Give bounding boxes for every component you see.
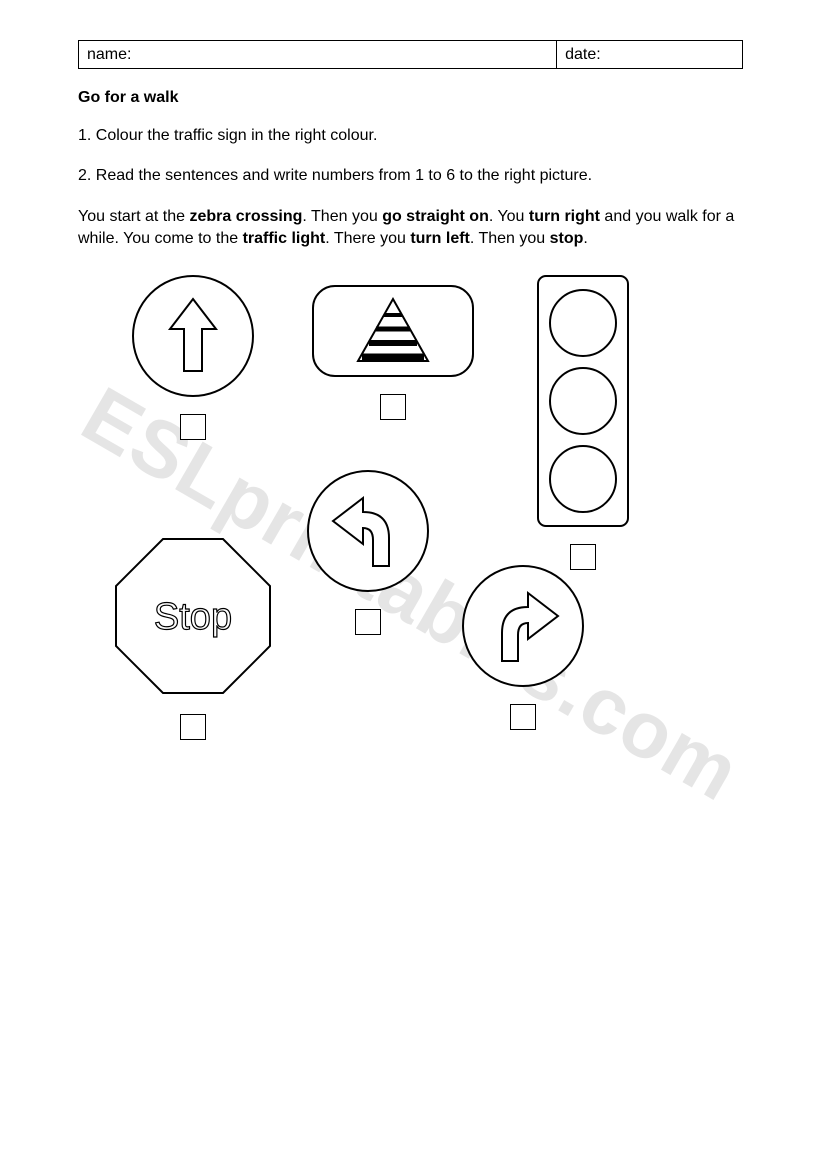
name-field[interactable]: name: [79, 41, 557, 69]
story-text: . There you [325, 230, 410, 247]
story-bold-stop: stop [550, 230, 584, 247]
worksheet-page: name: date: Go for a walk 1. Colour the … [0, 0, 821, 821]
answer-box-left[interactable] [355, 609, 381, 635]
story-text: . [583, 230, 587, 247]
story-text: . Then you [470, 230, 550, 247]
answer-box-straight[interactable] [180, 414, 206, 440]
stop-sign-icon: Stop [108, 531, 278, 701]
sign-stop: Stop [108, 531, 278, 740]
sign-left [303, 466, 433, 635]
zebra-crossing-icon [308, 281, 478, 381]
story-text: . Then you [302, 208, 382, 225]
arrow-right-icon [458, 561, 588, 691]
story-text: . You [489, 208, 529, 225]
sign-right [458, 561, 588, 730]
answer-box-stop[interactable] [180, 714, 206, 740]
worksheet-title: Go for a walk [78, 89, 743, 107]
stop-text: Stop [154, 596, 232, 638]
story-bold-left: turn left [410, 230, 470, 247]
traffic-light-icon [528, 271, 638, 531]
sign-zebra [308, 281, 478, 420]
arrow-up-icon [128, 271, 258, 401]
story-bold-trafficlight: traffic light [243, 230, 326, 247]
story-text: You start at the [78, 208, 189, 225]
answer-box-right[interactable] [510, 704, 536, 730]
date-field[interactable]: date: [557, 41, 743, 69]
sign-straight [128, 271, 258, 440]
answer-box-zebra[interactable] [380, 394, 406, 420]
instruction-2: 2. Read the sentences and write numbers … [78, 165, 743, 187]
story-bold-right: turn right [529, 208, 600, 225]
header-table: name: date: [78, 40, 743, 69]
story-bold-zebra: zebra crossing [189, 208, 302, 225]
signs-area: Stop [78, 271, 743, 821]
sign-traffic-light [528, 271, 638, 570]
instruction-1: 1. Colour the traffic sign in the right … [78, 125, 743, 147]
story-paragraph: You start at the zebra crossing. Then yo… [78, 206, 743, 251]
arrow-left-icon [303, 466, 433, 596]
story-bold-straight: go straight on [382, 208, 489, 225]
